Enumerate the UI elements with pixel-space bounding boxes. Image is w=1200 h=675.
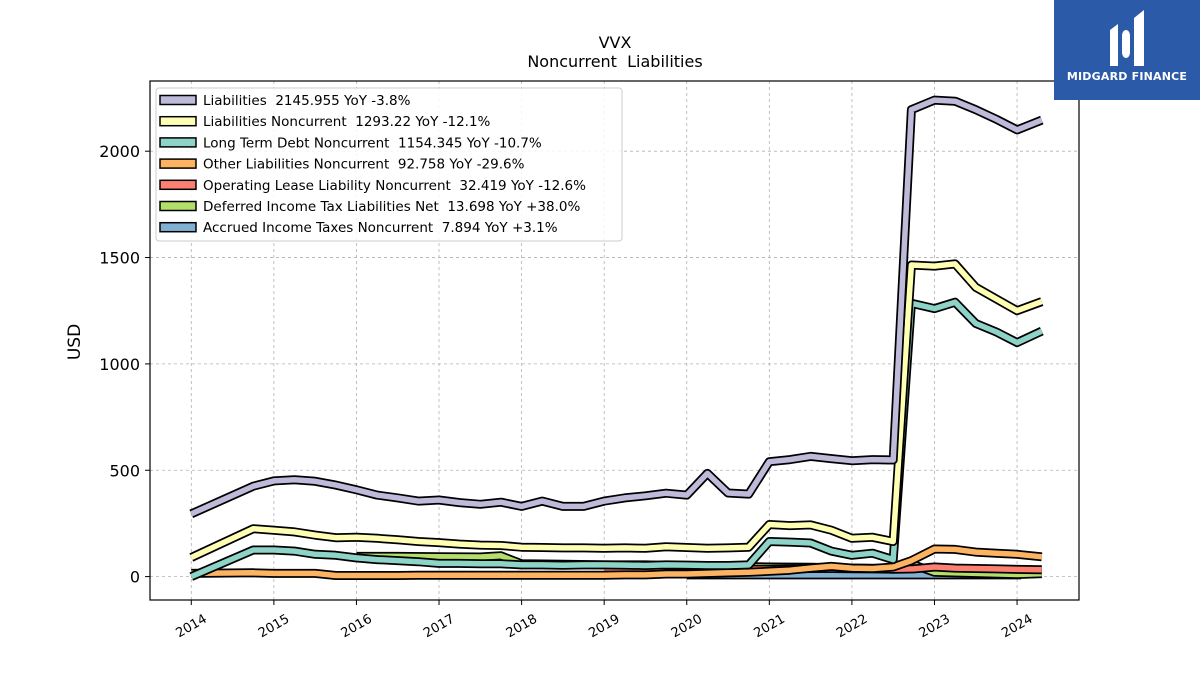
y-tick-label: 1500 (99, 249, 140, 268)
logo-text: MIDGARD FINANCE (1066, 70, 1188, 83)
legend-swatch (159, 94, 197, 106)
plot-frame (149, 80, 1080, 601)
legend-entry-label: Liabilities Noncurrent 1293.22 YoY -12.1… (203, 114, 491, 130)
y-tick-label: 500 (109, 461, 140, 480)
series-line (190, 97, 1043, 517)
legend-swatch (159, 115, 197, 127)
x-tick-label: 2014 (173, 612, 209, 642)
chart-subtitle: Noncurrent Liabilities (527, 52, 702, 71)
legend-swatch (159, 200, 197, 212)
legend-swatch (159, 158, 197, 169)
legend-swatch (159, 179, 197, 191)
legend-entry-label: Other Liabilities Noncurrent 92.758 YoY … (203, 157, 525, 173)
chart-title: VVX (599, 33, 632, 52)
y-tick-label: 0 (130, 568, 140, 587)
legend-entry-label: Accrued Income Taxes Noncurrent 7.894 Yo… (203, 220, 558, 236)
legend-entry-label: Long Term Debt Noncurrent 1154.345 YoY -… (203, 135, 542, 151)
legend-entry-label: Deferred Income Tax Liabilities Net 13.6… (203, 199, 580, 215)
x-tick-label: 2021 (752, 612, 788, 642)
series-lines (189, 95, 1044, 581)
y-tick-label: 1000 (99, 355, 140, 374)
x-tick-label: 2019 (586, 612, 622, 642)
legend: Liabilities 2145.955 YoY -3.8% Liabilitie… (155, 87, 623, 242)
x-tick-label: 2024 (999, 612, 1035, 642)
legend-swatch (159, 221, 197, 233)
x-tick-label: 2018 (504, 612, 540, 642)
x-tick-label: 2016 (339, 612, 375, 642)
x-tick-label: 2020 (669, 612, 705, 642)
legend-entry-label: Liabilities 2145.955 YoY -3.8% (203, 93, 411, 109)
y-axis-label: USD (65, 324, 85, 360)
x-tick-label: 2017 (421, 612, 457, 642)
x-tick-label: 2022 (834, 612, 870, 642)
legend-swatch (159, 137, 197, 148)
y-tick-label: 2000 (99, 142, 140, 161)
legend-box (155, 87, 623, 242)
series-line (191, 546, 1043, 579)
legend-entry-label: Operating Lease Liability Noncurrent 32.… (203, 178, 586, 194)
series-line (190, 261, 1043, 560)
midgard-finance-logo: MIDGARD FINANCE (1054, 0, 1200, 100)
x-tick-label: 2015 (256, 612, 292, 642)
x-tick-label: 2023 (917, 612, 953, 642)
midgard-logo-icon (1110, 10, 1144, 66)
